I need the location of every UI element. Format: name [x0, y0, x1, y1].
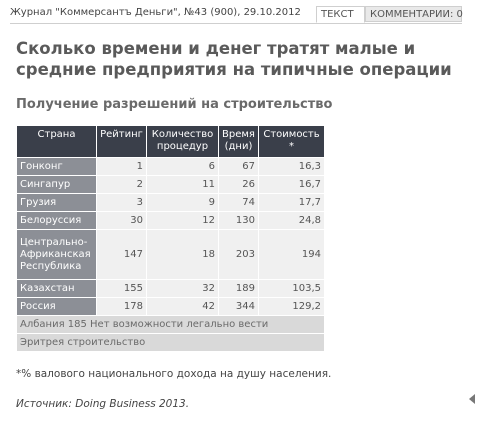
article-topbar: Журнал "Коммерсантъ Деньги", №43 (900), …: [10, 6, 463, 24]
footnote: *% валового национального дохода на душу…: [16, 368, 332, 380]
footer-note-cell: Албания 185 Нет возможности легально вес…: [16, 315, 325, 334]
scroll-left-arrow-icon[interactable]: [469, 394, 475, 404]
days-cell: 130: [218, 211, 259, 230]
country-cell: Центрально-Африканская Республика: [16, 229, 97, 280]
rating-cell: 155: [96, 279, 147, 298]
column-header: Количество процедур: [146, 125, 219, 158]
cost-cell: 16,7: [258, 175, 325, 194]
days-cell: 74: [218, 193, 259, 212]
procedures-cell: 12: [146, 211, 219, 230]
table-row: Гонконг 1 6 67 16,3: [16, 157, 325, 176]
procedures-cell: 42: [146, 297, 219, 316]
rating-cell: 30: [96, 211, 147, 230]
column-header: Страна: [16, 125, 97, 158]
country-cell: Белоруссия: [16, 211, 97, 230]
construction-permits-table: Страна Рейтинг Количество процедур Время…: [16, 125, 325, 352]
country-cell: Россия: [16, 297, 97, 316]
days-cell: 189: [218, 279, 259, 298]
cost-cell: 103,5: [258, 279, 325, 298]
tab-comments[interactable]: КОММЕНТАРИИ: 0: [365, 6, 463, 22]
table-subtitle: Получение разрешений на строительство: [16, 97, 333, 112]
publication-source: Журнал "Коммерсантъ Деньги", №43 (900), …: [10, 7, 301, 18]
table-row: Сингапур 2 11 26 16,7: [16, 175, 325, 194]
procedures-cell: 32: [146, 279, 219, 298]
country-cell: Грузия: [16, 193, 97, 212]
rating-cell: 147: [96, 229, 147, 280]
table-row: Центрально-Африканская Республика 147 18…: [16, 229, 325, 280]
table-footer-row: Албания 185 Нет возможности легально вес…: [16, 315, 325, 334]
days-cell: 26: [218, 175, 259, 194]
article-title: Сколько времени и денег тратят малые и с…: [16, 39, 452, 79]
cost-cell: 24,8: [258, 211, 325, 230]
table-footer-row: Эритрея строительство: [16, 333, 325, 352]
country-cell: Гонконг: [16, 157, 97, 176]
cost-cell: 16,3: [258, 157, 325, 176]
cost-cell: 129,2: [258, 297, 325, 316]
footer-note-cell: Эритрея строительство: [16, 333, 325, 352]
cost-cell: 194: [258, 229, 325, 280]
days-cell: 203: [218, 229, 259, 280]
cost-cell: 17,7: [258, 193, 325, 212]
column-header: Стоимость *: [258, 125, 325, 158]
tab-text[interactable]: ТЕКСТ: [316, 6, 365, 23]
days-cell: 344: [218, 297, 259, 316]
procedures-cell: 18: [146, 229, 219, 280]
procedures-cell: 6: [146, 157, 219, 176]
table-row: Казахстан 155 32 189 103,5: [16, 279, 325, 298]
days-cell: 67: [218, 157, 259, 176]
rating-cell: 1: [96, 157, 147, 176]
column-header: Рейтинг: [96, 125, 147, 158]
procedures-cell: 9: [146, 193, 219, 212]
table-row: Белоруссия 30 12 130 24,8: [16, 211, 325, 230]
data-source: Источник: Doing Business 2013.: [16, 398, 190, 410]
rating-cell: 3: [96, 193, 147, 212]
table-header-row: Страна Рейтинг Количество процедур Время…: [16, 125, 325, 158]
table-row: Россия 178 42 344 129,2: [16, 297, 325, 316]
rating-cell: 2: [96, 175, 147, 194]
country-cell: Казахстан: [16, 279, 97, 298]
procedures-cell: 11: [146, 175, 219, 194]
country-cell: Сингапур: [16, 175, 97, 194]
rating-cell: 178: [96, 297, 147, 316]
column-header: Время (дни): [218, 125, 259, 158]
table-row: Грузия 3 9 74 17,7: [16, 193, 325, 212]
